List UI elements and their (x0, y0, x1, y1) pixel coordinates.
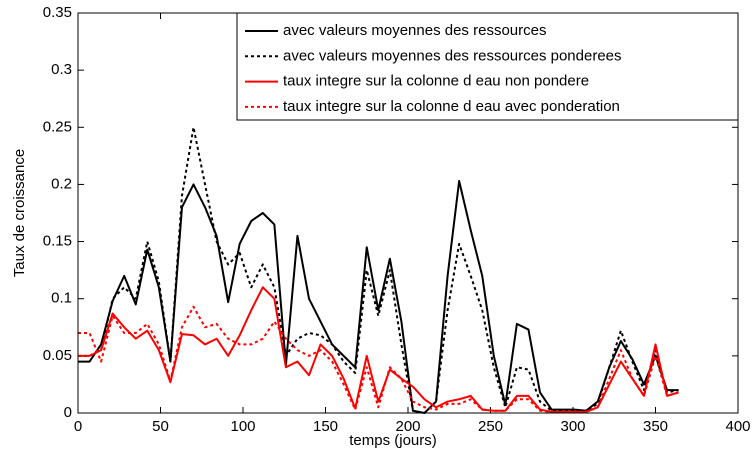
legend-box (236, 12, 739, 121)
x-tick-label: 150 (313, 418, 338, 435)
y-tick-label: 0.1 (51, 290, 72, 307)
x-tick-label: 250 (478, 418, 503, 435)
data-line (78, 305, 679, 413)
x-tick-label: 100 (230, 418, 255, 435)
y-tick-label: 0.25 (43, 118, 72, 135)
y-tick-label: 0 (64, 404, 72, 421)
x-tick-label: 400 (725, 418, 750, 435)
data-line (78, 126, 679, 414)
y-tick-label: 0.2 (51, 175, 72, 192)
x-tick-label: 200 (395, 418, 420, 435)
x-tick-label: 350 (643, 418, 668, 435)
legend-label: avec valeurs moyennes des ressources (283, 22, 546, 39)
y-tick-label: 0.15 (43, 233, 72, 250)
y-tick-label: 0.35 (43, 4, 72, 21)
x-tick-label: 300 (560, 418, 585, 435)
x-axis-label: temps (jours) (349, 432, 437, 449)
legend-label: taux integre sur la colonne d eau non po… (283, 73, 589, 90)
x-tick-label: 0 (74, 418, 82, 435)
legend-label: avec valeurs moyennes des ressources pon… (283, 47, 622, 64)
y-axis-label: Taux de croissance (11, 149, 28, 277)
y-tick-label: 0.05 (43, 347, 72, 364)
legend-label: taux integre sur la colonne d eau avec p… (283, 98, 620, 115)
data-line (78, 286, 679, 413)
y-tick-label: 0.3 (51, 61, 72, 78)
x-tick-label: 50 (152, 418, 169, 435)
